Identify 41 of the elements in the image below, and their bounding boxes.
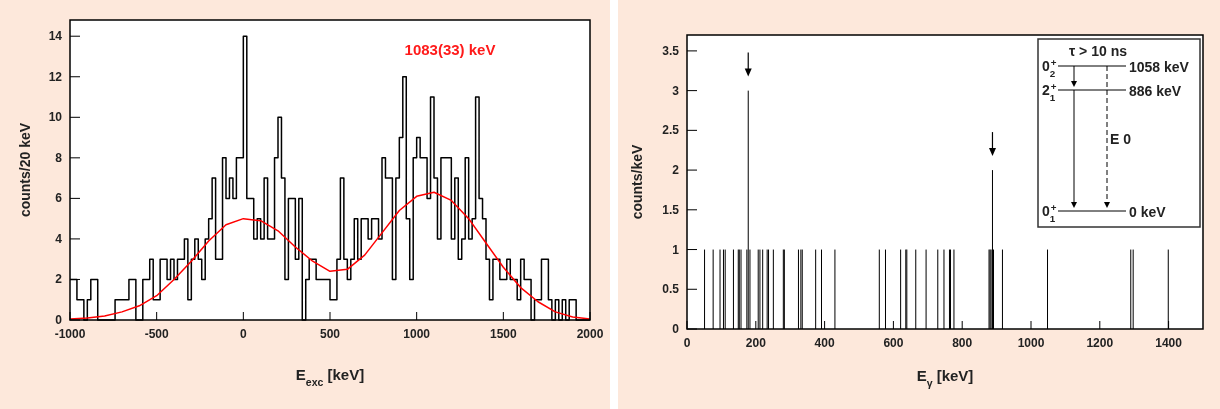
line-series [69, 191, 591, 320]
x-axis-title: E$_{exc}$ [keV] [295, 366, 365, 388]
annotation: 1058 keV [1129, 59, 1190, 75]
y-axis-title: counts/20 keV [17, 122, 33, 218]
y-tick-label: 2 [55, 272, 63, 287]
y-tick-label: 4 [55, 231, 63, 246]
x-tick-label: 1000 [1017, 336, 1045, 350]
x-tick-label: 0 [239, 327, 247, 341]
x-tick-label: 600 [883, 336, 904, 350]
x-tick-label: 200 [745, 336, 767, 350]
x-tick-label: 1500 [489, 327, 517, 341]
x-tick-label: 1200 [1086, 336, 1114, 350]
y-tick-label: 10 [48, 110, 63, 125]
y-tick-label: 12 [48, 69, 63, 84]
y-tick-label: 1 [672, 242, 680, 257]
x-tick-label: 2000 [576, 327, 604, 341]
y-tick-label: 0 [55, 313, 63, 327]
y-tick-label: 14 [48, 29, 63, 44]
x-tick-label: 1400 [1155, 336, 1183, 350]
x-tick-label: 1000 [403, 327, 431, 341]
x-tick-label: 500 [319, 327, 341, 341]
y-tick-label: 2.5 [662, 123, 680, 138]
y-tick-label: 1.5 [662, 202, 680, 217]
annotation: 1083(33) keV [404, 41, 496, 58]
x-axis-title: E$_{γ}$ [keV] [916, 367, 974, 389]
y-tick-label: 6 [55, 191, 63, 206]
y-tick-label: 2 [672, 163, 680, 178]
y-tick-label: 8 [55, 150, 63, 165]
x-tick-label: -1000 [54, 327, 86, 341]
y-tick-label: 3 [672, 83, 680, 98]
y-tick-label: 3.5 [662, 43, 680, 58]
x-tick-label: 400 [814, 336, 835, 350]
x-tick-label: -500 [144, 327, 169, 341]
annotation: E 0 [1110, 131, 1132, 147]
annotation: 886 keV [1129, 83, 1182, 99]
x-tick-label: 0 [683, 336, 691, 350]
y-axis-title: counts/keV [629, 144, 645, 220]
y-tick-label: 0.5 [662, 282, 680, 297]
annotation: 0 keV [1129, 204, 1167, 220]
annotation: τ > 10 ns [1068, 43, 1128, 59]
x-tick-label: 800 [952, 336, 973, 350]
